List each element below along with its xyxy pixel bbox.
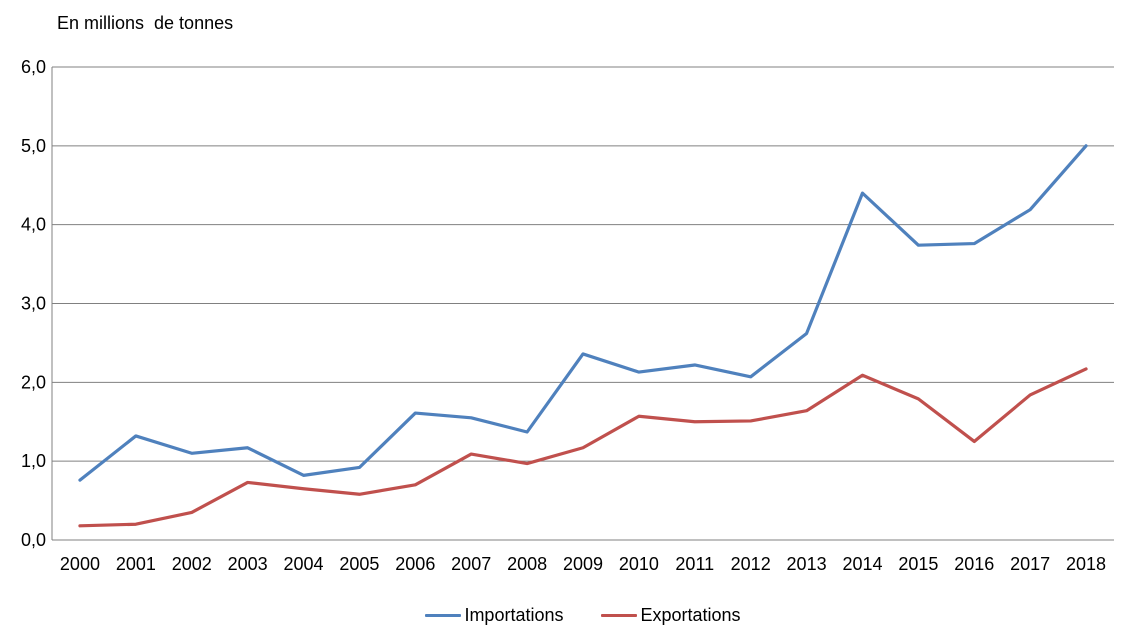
x-tick-label: 2009 (563, 554, 603, 574)
importations-line-swatch (425, 614, 462, 617)
x-tick-label: 2000 (60, 554, 100, 574)
x-tick-label: 2003 (228, 554, 268, 574)
y-tick-label: 5,0 (21, 136, 46, 156)
x-tick-label: 2015 (898, 554, 938, 574)
x-tick-label: 2007 (451, 554, 491, 574)
exportations-line-swatch (601, 614, 638, 617)
series-line-importations (78, 144, 1088, 482)
series-line-exportations (78, 367, 1088, 528)
x-tick-label: 2013 (787, 554, 827, 574)
legend-item-exportations: Exportations (601, 605, 741, 626)
y-tick-label: 1,0 (21, 451, 46, 471)
x-tick-label: 2010 (619, 554, 659, 574)
x-tick-label: 2001 (116, 554, 156, 574)
legend-label-importations: Importations (464, 605, 564, 625)
x-tick-label: 2012 (731, 554, 771, 574)
y-tick-label: 2,0 (21, 372, 46, 392)
x-tick-label: 2011 (675, 554, 714, 574)
y-tick-label: 6,0 (21, 57, 46, 77)
y-tick-label: 0,0 (21, 530, 46, 550)
x-tick-label: 2017 (1010, 554, 1050, 574)
x-tick-label: 2008 (507, 554, 547, 574)
legend: Importations Exportations (52, 605, 1114, 626)
chart-title: En millions de tonnes (57, 13, 234, 33)
y-tick-label: 4,0 (21, 215, 46, 235)
line-chart-plot-area: 0,0 1,0 2,0 3,0 4,0 5,0 6,0 2000 2001 2002 2003 200… (21, 57, 1114, 574)
y-tick-label: 3,0 (21, 294, 46, 314)
x-tick-label: 2014 (842, 554, 882, 574)
x-tick-label: 2018 (1066, 554, 1106, 574)
x-tick-label: 2016 (954, 554, 994, 574)
x-tick-label: 2004 (284, 554, 324, 574)
legend-label-exportations: Exportations (640, 605, 741, 625)
x-tick-label: 2005 (339, 554, 379, 574)
x-tick-label: 2006 (395, 554, 435, 574)
legend-item-importations: Importations (425, 605, 563, 626)
x-tick-label: 2002 (172, 554, 212, 574)
